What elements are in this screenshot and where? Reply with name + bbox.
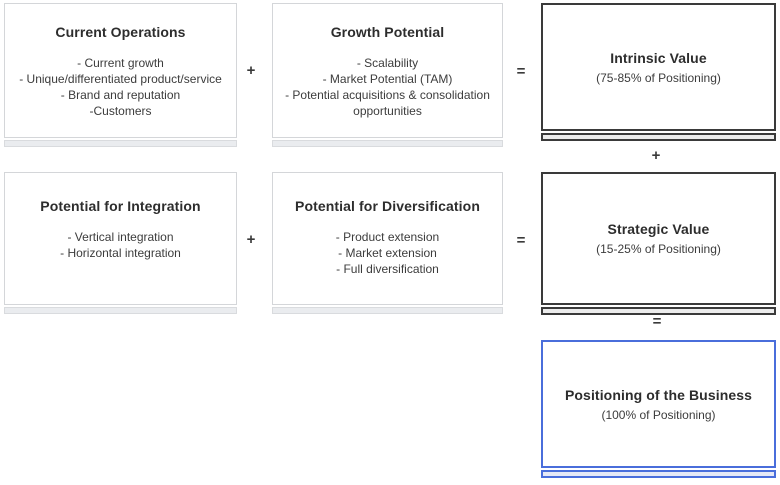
box-item-list: - Scalability - Market Potential (TAM) -… xyxy=(273,55,502,119)
box-stack-strip xyxy=(4,307,237,314)
box-stack-strip xyxy=(4,140,237,147)
box-potential-for-diversification[interactable]: Potential for Diversification - Product … xyxy=(272,172,503,305)
box-stack-strip xyxy=(272,140,503,147)
box-item: - Product extension xyxy=(335,230,440,244)
box-title: Intrinsic Value xyxy=(610,49,707,66)
operator-plus: + xyxy=(246,62,256,79)
box-item-list: - Current growth - Unique/differentiated… xyxy=(5,55,236,119)
operator-equals: = xyxy=(652,313,662,330)
box-stack-strip xyxy=(272,307,503,314)
box-item-list: - Product extension - Market extension -… xyxy=(273,229,502,277)
box-subtitle: (100% of Positioning) xyxy=(601,407,716,422)
box-item: - Market Potential (TAM) xyxy=(322,72,453,86)
box-title: Potential for Integration xyxy=(40,198,201,214)
box-item: - Potential acquisitions & consolidation… xyxy=(285,88,490,118)
box-subtitle: (75-85% of Positioning) xyxy=(596,70,721,85)
box-item: - Current growth xyxy=(77,56,164,70)
box-title: Strategic Value xyxy=(607,221,710,237)
box-growth-potential[interactable]: Growth Potential - Scalability - Market … xyxy=(272,3,503,138)
box-title: Current Operations xyxy=(55,24,186,40)
box-title: Growth Potential xyxy=(330,24,445,40)
operator-plus: + xyxy=(651,147,661,164)
box-item: - Full diversification xyxy=(336,262,439,276)
box-stack-strip xyxy=(541,470,776,478)
box-item: - Unique/differentiated product/service xyxy=(19,72,222,86)
box-current-operations[interactable]: Current Operations - Current growth - Un… xyxy=(4,3,237,138)
box-stack-strip xyxy=(541,133,776,141)
box-item: - Brand and reputation xyxy=(60,88,181,102)
box-title: Potential for Diversification xyxy=(295,198,480,214)
operator-equals: = xyxy=(516,63,526,80)
box-item: -Customers xyxy=(89,104,152,118)
box-item-list: - Vertical integration - Horizontal inte… xyxy=(5,229,236,261)
box-stack-strip xyxy=(541,307,776,315)
box-item: - Horizontal integration xyxy=(60,246,181,260)
box-item: - Vertical integration xyxy=(67,230,174,244)
box-item: - Scalability xyxy=(356,56,419,70)
box-positioning-of-the-business[interactable]: Positioning of the Business (100% of Pos… xyxy=(541,340,776,468)
box-potential-for-integration[interactable]: Potential for Integration - Vertical int… xyxy=(4,172,237,305)
box-title: Positioning of the Business xyxy=(564,386,753,403)
operator-plus: + xyxy=(246,231,256,248)
box-intrinsic-value[interactable]: Intrinsic Value (75-85% of Positioning) xyxy=(541,3,776,131)
operator-equals: = xyxy=(516,232,526,249)
box-item: - Market extension xyxy=(338,246,437,260)
box-subtitle: (15-25% of Positioning) xyxy=(596,242,721,256)
box-strategic-value[interactable]: Strategic Value (15-25% of Positioning) xyxy=(541,172,776,305)
